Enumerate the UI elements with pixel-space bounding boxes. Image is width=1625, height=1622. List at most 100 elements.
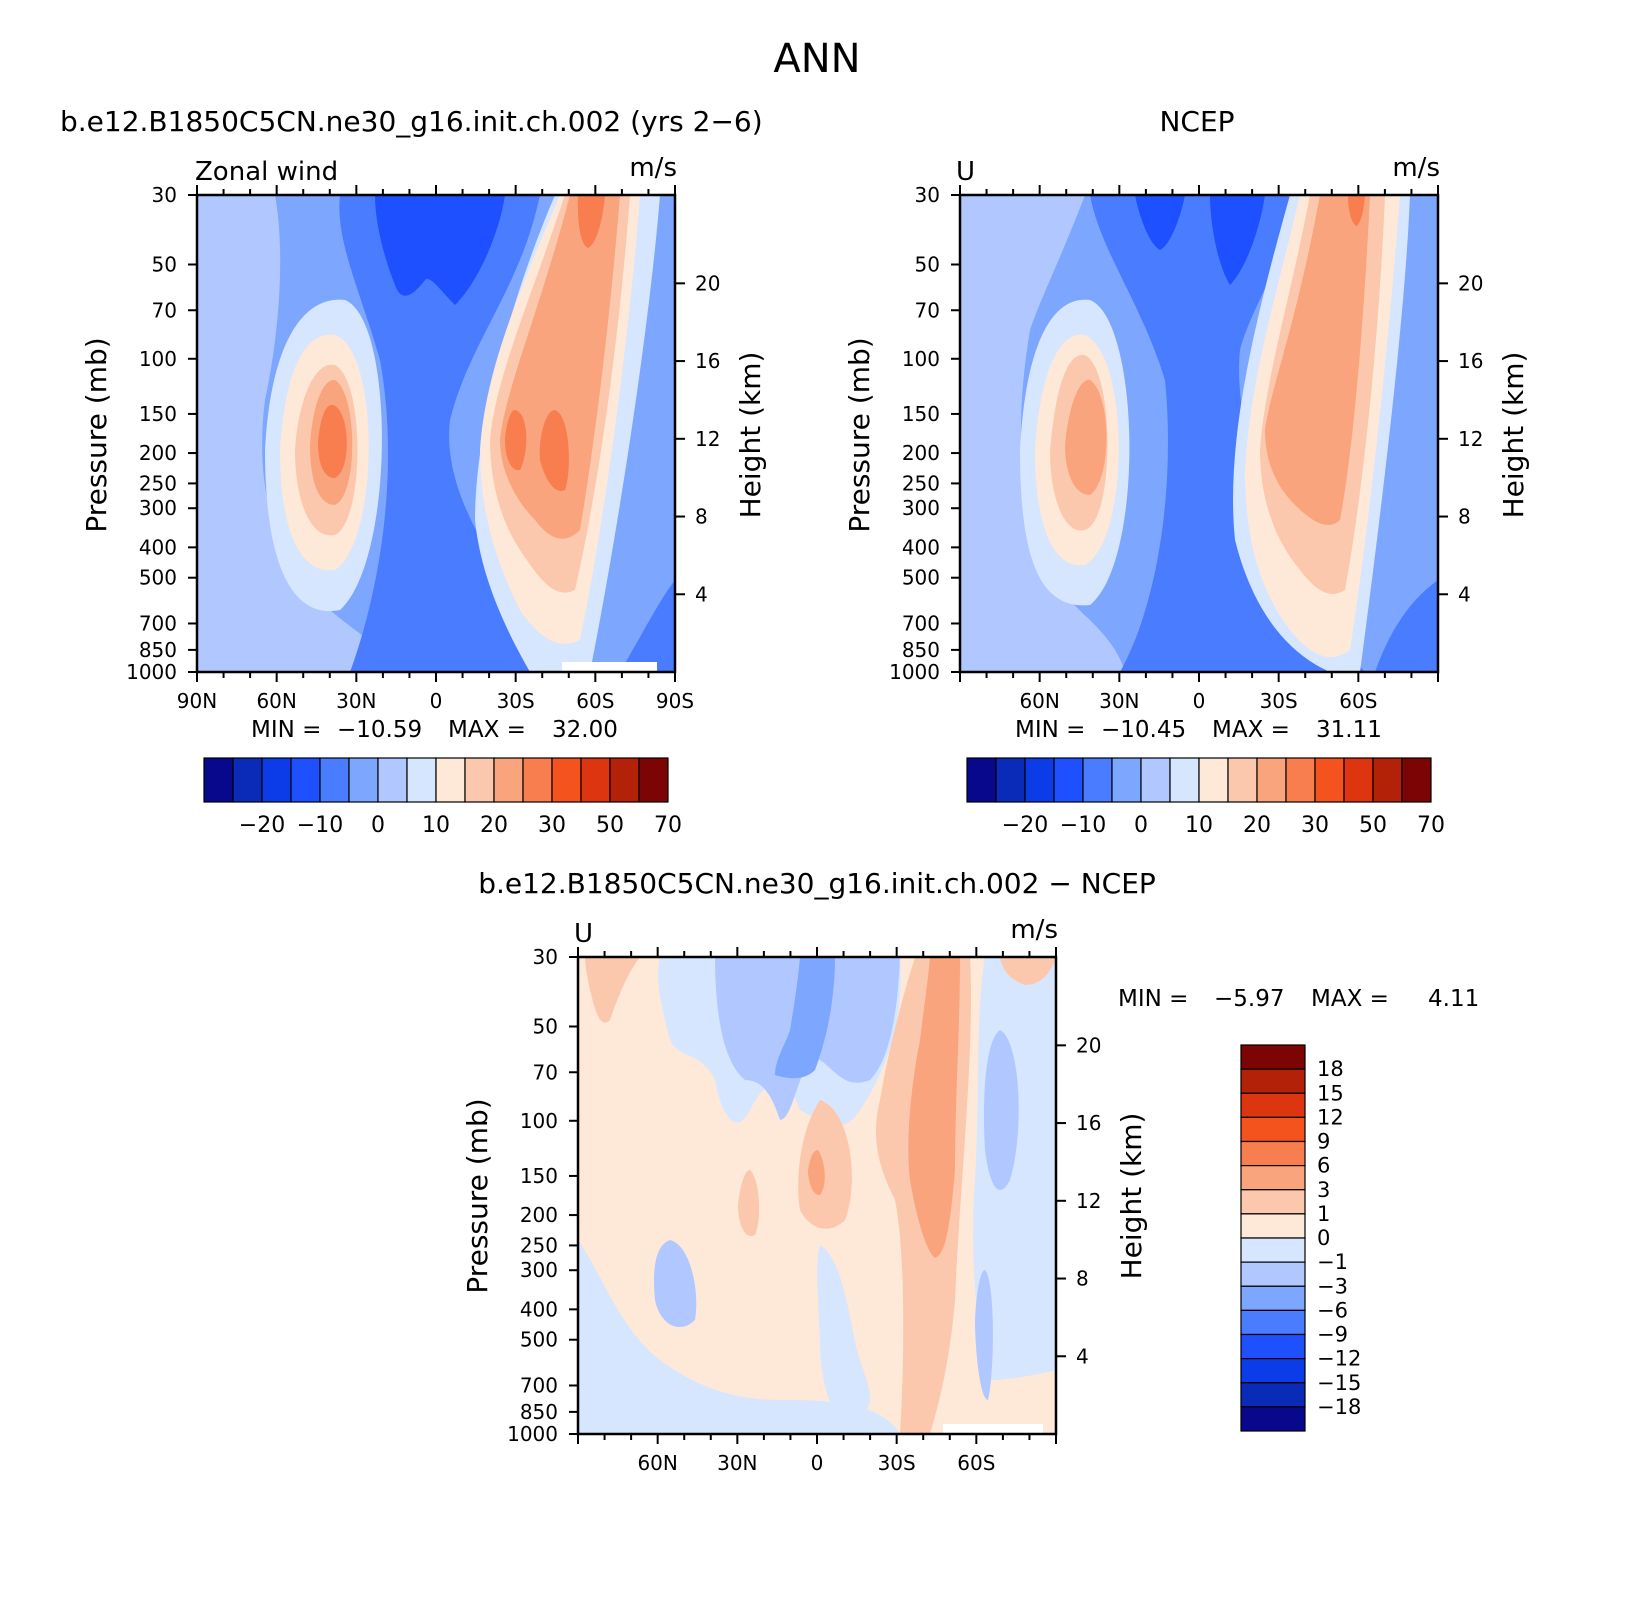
y-tick-label: 400 (902, 535, 940, 559)
colorbar: −20 −10 0 10 20 30 50 70 (966, 757, 1445, 838)
y-tick-label: 1000 (889, 660, 940, 684)
colorbar-label: 50 (1359, 813, 1387, 838)
x-tick-label: 60S (1339, 689, 1377, 713)
y2-tick-label: 8 (1458, 505, 1471, 529)
y-tick-label: 250 (139, 471, 177, 495)
contour-salmon-nh-top (585, 957, 640, 1023)
y-tick-label: 200 (139, 441, 177, 465)
y-tick-label: 30 (152, 183, 177, 207)
colorbar-label: −9 (1317, 1323, 1348, 1347)
colorbar-swatch (1240, 1237, 1306, 1263)
units-label: m/s (629, 153, 677, 183)
colorbar-swatch (580, 757, 611, 803)
colorbar-swatch (1343, 757, 1374, 803)
contour-salmon-eq (798, 1100, 852, 1229)
colorbar-swatch (1240, 1285, 1306, 1311)
y-tick-label: 150 (520, 1164, 558, 1188)
colorbar-swatch (348, 757, 379, 803)
contour-blue-core (775, 957, 835, 1079)
contour-blue-eq (339, 195, 560, 672)
x-tick-label: 60S (576, 689, 614, 713)
y-tick-label: 100 (139, 347, 177, 371)
colorbar-swatch (1082, 757, 1113, 803)
min-label: MIN = (1015, 717, 1085, 743)
y-tick-label: 500 (139, 566, 177, 590)
colorbar-swatch (1024, 757, 1055, 803)
colorbar-swatch (1240, 1092, 1306, 1118)
colorbar-label: 9 (1317, 1130, 1330, 1154)
colorbar-swatch (377, 757, 408, 803)
y-tick-label: 300 (902, 496, 940, 520)
x-tick-label: 90S (656, 689, 694, 713)
x-tick-label: 30N (1099, 689, 1139, 713)
y2-tick-label: 4 (1076, 1344, 1089, 1368)
y2-tick-label: 12 (1458, 427, 1483, 451)
y-tick-label: 100 (902, 347, 940, 371)
colorbar-label: −6 (1317, 1298, 1348, 1322)
colorbar-swatch (1240, 1213, 1306, 1239)
min-value: −10.45 (1101, 717, 1186, 743)
colorbar-label: 0 (1134, 813, 1148, 838)
contour-salmon-sh-top (1000, 957, 1056, 985)
colorbar-label: 10 (1185, 813, 1213, 838)
colorbar-swatch (1111, 757, 1142, 803)
colorbar-swatch (1256, 757, 1287, 803)
y-tick-label: 400 (520, 1297, 558, 1321)
colorbar-swatch (1240, 1165, 1306, 1191)
y-tick-label: 150 (139, 402, 177, 426)
y-tick-label: 850 (902, 638, 940, 662)
y-tick-label: 1000 (507, 1422, 558, 1446)
contour-light-nh (960, 195, 1125, 672)
colorbar-label: 0 (371, 813, 385, 838)
x-tick-label: 30S (1260, 689, 1298, 713)
panel-title: NCEP (1159, 105, 1234, 138)
y-tick-label: 70 (533, 1060, 558, 1084)
y-tick-label: 500 (902, 566, 940, 590)
colorbar-label: −18 (1317, 1395, 1361, 1419)
colorbar-swatch (1401, 757, 1432, 803)
colorbar-swatch (966, 757, 997, 803)
y2-axis-label: Height (km) (734, 352, 767, 519)
y2-tick-label: 4 (695, 582, 708, 606)
y-tick-label: 70 (915, 298, 940, 322)
y-tick-label: 250 (520, 1233, 558, 1257)
min-value: −10.59 (337, 717, 422, 743)
x-tick-label: 30N (717, 1451, 757, 1475)
contour-jet-nh (318, 404, 347, 478)
plot-fills (197, 195, 675, 672)
colorbar-swatch (1314, 757, 1345, 803)
colorbar-label: 0 (1317, 1226, 1330, 1250)
colorbar-swatch (1240, 1044, 1306, 1070)
x-tick-label: 60N (256, 689, 296, 713)
y-tick-label: 700 (520, 1373, 558, 1397)
colorbar-swatch (319, 757, 350, 803)
y-tick-label: 100 (520, 1109, 558, 1133)
left-label: U (956, 157, 975, 187)
max-label: MAX = (1212, 717, 1290, 743)
contour-salmon-nh (738, 1170, 760, 1236)
colorbar-swatch (1240, 1309, 1306, 1336)
colorbar-swatch (522, 757, 553, 803)
colorbar-swatch (1240, 1116, 1306, 1143)
colorbar-label: 50 (596, 813, 624, 838)
colorbar-swatch (232, 757, 263, 803)
colorbar-label: 18 (1317, 1057, 1344, 1081)
colorbar-label: −3 (1317, 1274, 1348, 1298)
contour-orange-eq (808, 1150, 825, 1196)
colorbar-swatch (1240, 1333, 1306, 1360)
y-tick-label: 70 (152, 298, 177, 322)
colorbar-label: 6 (1317, 1154, 1330, 1178)
colorbar-swatch (493, 757, 524, 803)
figure-title: ANN (773, 36, 860, 82)
y-tick-label: 850 (520, 1400, 558, 1424)
colorbar-label: 20 (480, 813, 508, 838)
y-tick-label: 700 (902, 611, 940, 635)
plot-fills (960, 195, 1438, 672)
min-label: MIN = (1118, 986, 1188, 1012)
y-tick-label: 1000 (126, 660, 177, 684)
colorbar-swatch (435, 757, 466, 803)
x-tick-label: 30N (336, 689, 376, 713)
contour-blue-eq (1090, 195, 1365, 672)
